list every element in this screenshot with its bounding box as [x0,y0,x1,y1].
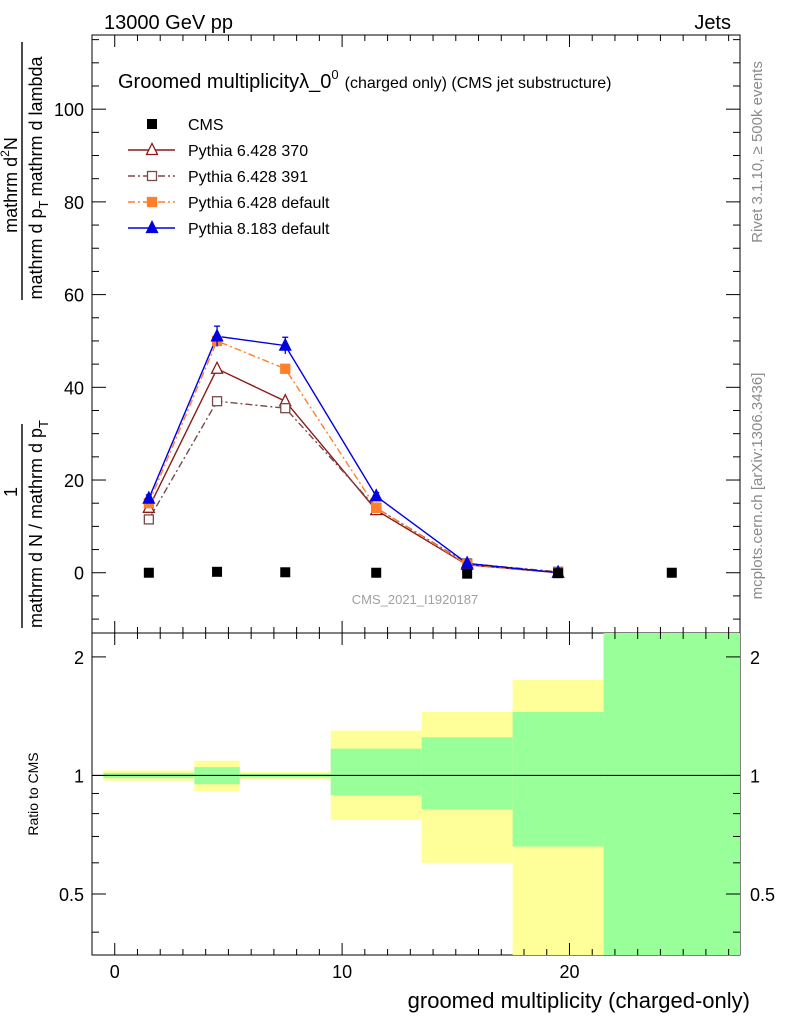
legend-label-2: Pythia 6.428 default [188,195,330,212]
y-tick-label: 60 [64,286,84,306]
series-point-1 [143,514,154,525]
series [142,325,677,579]
series-line-0 [148,367,559,574]
cms-data-point [212,566,223,577]
ylabel-denominator-1: mathrm d N / mathrm d pT [26,420,51,628]
ylabel-denominator-1-main: mathrm d N / mathrm d p [26,428,46,628]
legend-label-3: Pythia 8.183 default [188,221,330,238]
header-right: Jets [694,12,731,34]
ratio-tick-label-left: 1 [74,766,84,786]
ratio-band-green-4 [421,737,513,810]
axes: 0 10 20 0 20 40 60 80 100 0.5 0.5 1 1 2 2 [54,35,775,982]
cms-data-point [666,567,677,578]
legend-marker-2 [146,196,158,208]
chart-title: Groomed multiplicityλ_00 (charged only) (… [118,67,611,93]
ratio-tick-label-right: 2 [750,648,760,668]
header-left: 13000 GeV pp [104,12,233,34]
series-point-0 [210,360,224,374]
cms-data-point [143,567,154,578]
series-point-1 [211,396,223,407]
ylabel-numerator-1: 1 [1,487,21,497]
ratio-tick-label-right: 1 [750,766,760,786]
series-point-3 [460,555,474,569]
series-line-3 [148,335,559,574]
legend-marker-cms [147,119,157,129]
legend-marker-0 [145,142,159,156]
ylabel-numerator-2-end: N [1,137,21,150]
ylabel-denominator-2-sub: T [36,200,51,208]
ylabel-numerator-2: mathrm d2N [0,137,21,233]
legend: CMS Pythia 6.428 370 Pythia 6.428 391 Pythi… [128,117,330,238]
x-tick-label: 10 [332,962,352,982]
y-axis-label: 1 mathrm d N / mathrm d pT mathrm d2N ma… [0,42,51,628]
ylabel-denominator-2-end: mathrm d lambda [26,55,46,196]
x-axis-label: groomed multiplicity (charged-only) [408,988,750,1013]
ratio-y-label: Ratio to CMS [25,752,41,835]
x-tick-label: 20 [559,962,579,982]
ylabel-denominator-2-main: mathrm d p [26,208,46,299]
ratio-band-green-5 [512,711,604,847]
cms-data-point [462,568,473,579]
mcplots-label: mcplots.cern.ch [arXiv:1306.3436] [749,373,766,600]
chart-title-suffix: (charged only) (CMS jet substructure) [345,75,612,92]
cms-data-point [280,567,291,578]
analysis-label: CMS_2021_I1920187 [352,592,479,607]
series-point-2 [280,363,291,374]
y-tick-label: 80 [64,193,84,213]
series-point-2 [371,502,382,513]
series-line-1 [148,400,559,573]
y-tick-label: 40 [64,378,84,398]
y-tick-label: 100 [54,100,84,120]
chart-title-main: Groomed multiplicityλ_0 [118,71,331,93]
series-line-2 [148,340,559,574]
y-tick-label: 20 [64,471,84,491]
ratio-tick-label-left: 2 [74,648,84,668]
ratio-band-green-3 [330,748,422,796]
legend-marker-1 [146,170,158,182]
cms-data-point [553,568,564,579]
series-point-3 [369,488,383,502]
legend-label-0: Pythia 6.428 370 [188,143,308,160]
ylabel-denominator-1-sub: T [36,420,51,428]
rivet-label: Rivet 3.1.10, ≥ 500k events [749,61,766,243]
y-tick-label: 0 [74,564,84,584]
chart-title-sup: 0 [331,67,338,82]
ratio-tick-label-right: 0.5 [750,885,775,905]
x-tick-label: 0 [110,962,120,982]
legend-label-1: Pythia 6.428 391 [188,169,308,186]
ylabel-denominator-2: mathrm d pTmathrm d lambda [26,55,51,299]
series-point-3 [278,337,292,351]
series-point-1 [280,403,291,414]
ratio-band-green-6 [603,633,740,955]
legend-label-cms: CMS [188,117,224,134]
cms-data-point [371,567,382,578]
series-point-3 [210,328,224,342]
ylabel-numerator-2-sup: 2 [0,150,12,157]
ratio-bands [92,633,740,955]
series-point-3 [142,490,156,504]
ylabel-numerator-2-main: mathrm d [1,157,21,233]
legend-marker-3 [145,220,159,234]
ratio-tick-label-left: 0.5 [59,885,84,905]
